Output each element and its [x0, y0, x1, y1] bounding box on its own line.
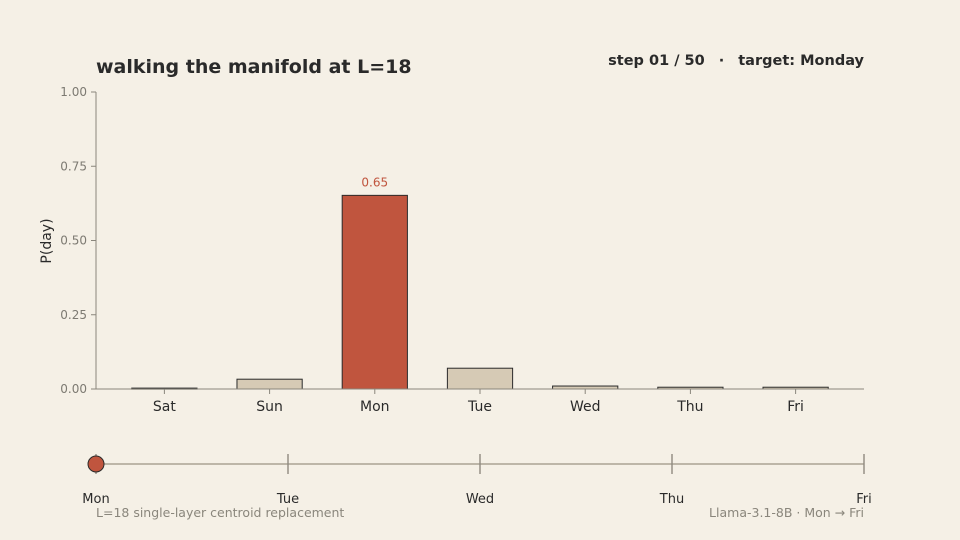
footer-model-note: Llama-3.1-8B · Mon → Fri	[709, 505, 864, 520]
step-counter: step 01 / 50	[608, 53, 705, 69]
bar-sun	[236, 378, 303, 390]
timeline-label-thu: Thu	[659, 492, 684, 507]
target-label: target: Monday	[738, 53, 864, 69]
y-tick-label: 0.25	[60, 308, 87, 322]
y-tick-label: 0.00	[60, 382, 87, 396]
x-tick-label-fri: Fri	[787, 399, 804, 415]
x-tick-label-sun: Sun	[256, 399, 283, 415]
timeline-marker[interactable]	[87, 455, 105, 473]
x-tick-label-mon: Mon	[360, 399, 390, 415]
y-tick-label: 1.00	[60, 85, 87, 99]
x-tick-label-wed: Wed	[570, 399, 601, 415]
footer-method-note: L=18 single-layer centroid replacement	[96, 505, 344, 520]
x-tick-label-sat: Sat	[153, 399, 176, 415]
x-tick-label-thu: Thu	[676, 399, 703, 415]
y-tick-label: 0.50	[60, 234, 87, 248]
bar-tue	[446, 367, 514, 390]
step-timeline[interactable]: Mon Tue Wed Thu Fri	[82, 454, 872, 507]
chart-title: walking the manifold at L=18	[96, 56, 412, 78]
y-axis-label: P(day)	[39, 218, 55, 263]
status-readout: step 01 / 50 · target: Monday	[608, 53, 864, 69]
timeline-label-tue: Tue	[276, 492, 299, 507]
plot-area: 0.00 0.25 0.50 0.75 1.00 Sat Sun Mon 0.65 Tue Wed T…	[60, 85, 864, 415]
bar-value-label: 0.65	[361, 175, 388, 189]
status-separator: ·	[719, 53, 725, 69]
timeline-label-fri: Fri	[856, 492, 872, 507]
timeline-label-mon: Mon	[82, 492, 109, 507]
bar-mon	[341, 194, 408, 390]
timeline-label-wed: Wed	[466, 492, 494, 507]
x-tick-label-tue: Tue	[467, 399, 492, 415]
y-tick-label: 0.75	[60, 159, 87, 173]
